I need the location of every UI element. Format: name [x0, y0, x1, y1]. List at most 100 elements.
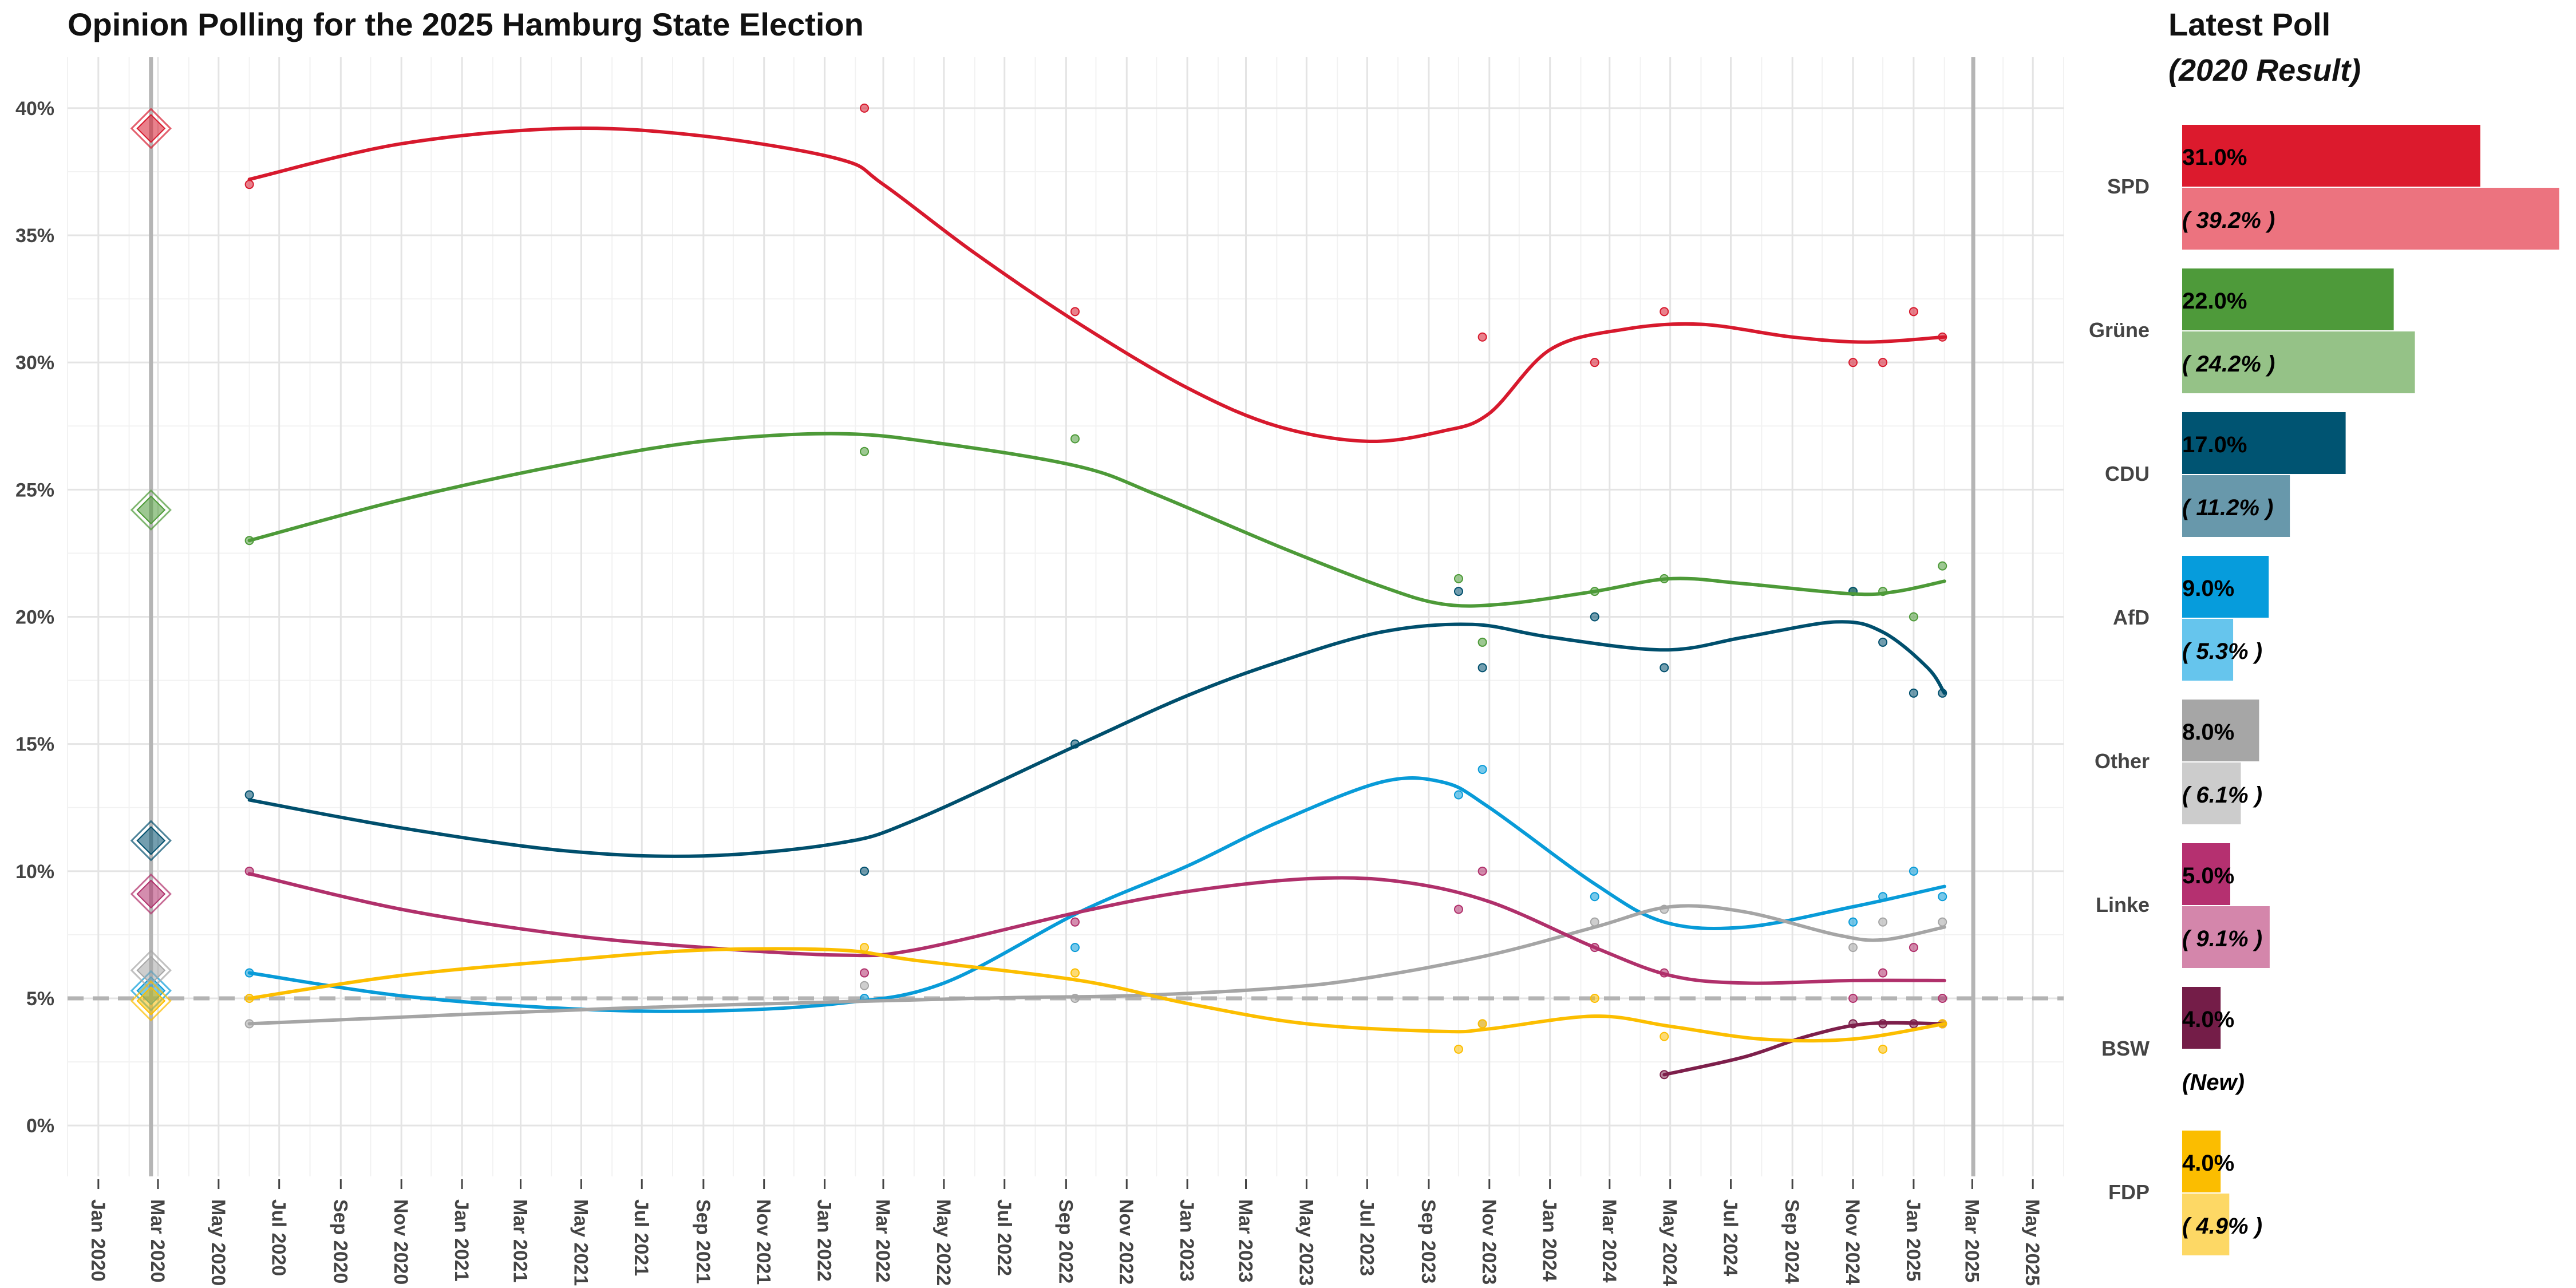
y-tick-label: 30%	[15, 352, 54, 374]
bar-latest-bsw	[2182, 987, 2221, 1049]
poll-point-linke	[1070, 917, 1080, 927]
poll-point-grne	[1070, 434, 1080, 444]
x-tick-label: Nov 2023	[1478, 1199, 1500, 1285]
bar-label-latest-grne: 22.0%	[2182, 289, 2247, 314]
result-marker-cdu	[136, 826, 166, 855]
x-tick-label: Sep 2024	[1781, 1199, 1803, 1284]
trend-line-linke	[247, 872, 1946, 985]
trend-line-other	[247, 904, 1946, 1026]
y-tick-label: 15%	[15, 734, 54, 756]
x-tick-label: May 2025	[2021, 1199, 2043, 1286]
poll-point-fdp	[1878, 1044, 1888, 1054]
trend-lines	[247, 126, 1946, 1077]
bar-label-2020-spd: ( 39.2% )	[2182, 208, 2275, 233]
y-tick-label: 5%	[26, 988, 54, 1010]
bar-2020-linke	[2182, 906, 2270, 968]
x-tick-label: Jan 2020	[87, 1199, 109, 1282]
chart-title: Opinion Polling for the 2025 Hamburg Sta…	[68, 6, 864, 42]
x-tick-label: May 2020	[207, 1199, 229, 1286]
bar-latest-linke	[2182, 843, 2230, 905]
bars-subtitle: (2020 Result)	[2168, 53, 2361, 88]
poll-point-other	[1848, 943, 1858, 953]
poll-point-cdu	[1453, 587, 1463, 596]
y-axis-labels: 0% 5% 10% 15% 20% 25% 30% 35% 40%	[15, 98, 54, 1137]
poll-point-cdu	[860, 866, 870, 876]
bar-latest-afd	[2182, 556, 2269, 618]
y-tick-label: 25%	[15, 479, 54, 501]
x-tick-label: Jan 2022	[813, 1199, 835, 1282]
result-marker-outline-fdp	[130, 980, 172, 1022]
bar-label-latest-cdu: 17.0%	[2182, 432, 2247, 457]
bar-label-2020-grne: ( 24.2% )	[2182, 351, 2275, 377]
poll-point-fdp	[1590, 993, 1599, 1003]
poll-point-linke	[1909, 943, 1918, 953]
y-tick-label: 40%	[15, 98, 54, 120]
bar-latest-other	[2182, 700, 2259, 761]
poll-point-fdp	[1477, 1019, 1487, 1029]
bar-category-grne: Grüne	[2089, 318, 2150, 342]
poll-point-spd	[1070, 307, 1080, 317]
result-markers	[130, 108, 172, 1022]
y-tick-label: 0%	[26, 1115, 54, 1137]
bar-latest-fdp	[2182, 1131, 2221, 1192]
result-marker-outline-grne	[130, 489, 172, 531]
poll-point-linke	[1878, 968, 1888, 978]
x-tick-label: Mar 2021	[509, 1199, 531, 1283]
trend-line-fdp	[247, 947, 1946, 1043]
x-tick-label: Mar 2023	[1235, 1199, 1257, 1283]
poll-point-spd	[1848, 358, 1858, 368]
bar-2020-grne	[2182, 331, 2415, 393]
trend-line-spd	[247, 126, 1946, 444]
poll-point-grne	[1909, 612, 1918, 622]
bar-2020-fdp	[2182, 1194, 2230, 1255]
poll-point-grne	[1453, 574, 1463, 583]
poll-point-spd	[1477, 332, 1487, 342]
x-tick-label: Jul 2020	[268, 1199, 290, 1276]
bar-latest-grne	[2182, 268, 2394, 330]
poll-point-fdp	[1453, 1044, 1463, 1054]
x-tick-label: Jan 2021	[451, 1199, 472, 1282]
bar-label-2020-afd: ( 5.3% )	[2182, 639, 2262, 664]
x-tick-label: May 2024	[1659, 1199, 1681, 1286]
poll-point-cdu	[1909, 688, 1918, 698]
x-tick-label: Nov 2024	[1842, 1199, 1863, 1285]
bar-category-fdp: FDP	[2108, 1180, 2150, 1204]
x-tick-label: Sep 2020	[329, 1199, 351, 1283]
poll-point-grne	[860, 447, 870, 456]
bar-category-cdu: CDU	[2105, 462, 2150, 485]
poll-point-afd	[1848, 917, 1858, 927]
bar-label-2020-fdp: ( 4.9% )	[2182, 1214, 2262, 1239]
bar-category-linke: Linke	[2096, 893, 2150, 916]
result-marker-outline-linke	[130, 873, 172, 915]
bar-label-latest-linke: 5.0%	[2182, 863, 2234, 888]
bar-label-latest-other: 8.0%	[2182, 720, 2234, 745]
bar-latest-spd	[2182, 125, 2480, 187]
poll-point-afd	[1453, 790, 1463, 800]
poll-point-cdu	[1878, 637, 1888, 647]
bar-category-afd: AfD	[2113, 606, 2150, 629]
bar-label-2020-linke: ( 9.1% )	[2182, 926, 2262, 951]
x-tick-label: Nov 2020	[390, 1199, 412, 1285]
poll-point-afd	[1477, 765, 1487, 775]
poll-points	[244, 103, 1947, 1080]
poll-point-afd	[1590, 892, 1599, 902]
poll-point-grne	[1938, 561, 1947, 571]
x-tick-label: May 2023	[1295, 1199, 1317, 1286]
x-tick-label: Nov 2021	[753, 1199, 775, 1285]
bar-2020-afd	[2182, 619, 2234, 681]
trend-line-grne	[247, 432, 1946, 608]
x-tick-label: Sep 2022	[1054, 1199, 1076, 1283]
result-marker-other	[136, 955, 166, 985]
x-tick-label: Mar 2020	[147, 1199, 168, 1283]
poll-point-linke	[1938, 993, 1947, 1003]
poll-point-afd	[1938, 892, 1947, 902]
x-tick-label: May 2022	[933, 1199, 954, 1286]
poll-point-spd	[860, 103, 870, 113]
bar-label-2020-other: ( 6.1% )	[2182, 783, 2262, 808]
bar-2020-spd	[2182, 188, 2559, 250]
x-tick-label: Jan 2023	[1176, 1199, 1198, 1282]
result-marker-linke	[136, 879, 166, 909]
bar-2020-cdu	[2182, 475, 2290, 537]
poll-point-other	[1878, 917, 1888, 927]
